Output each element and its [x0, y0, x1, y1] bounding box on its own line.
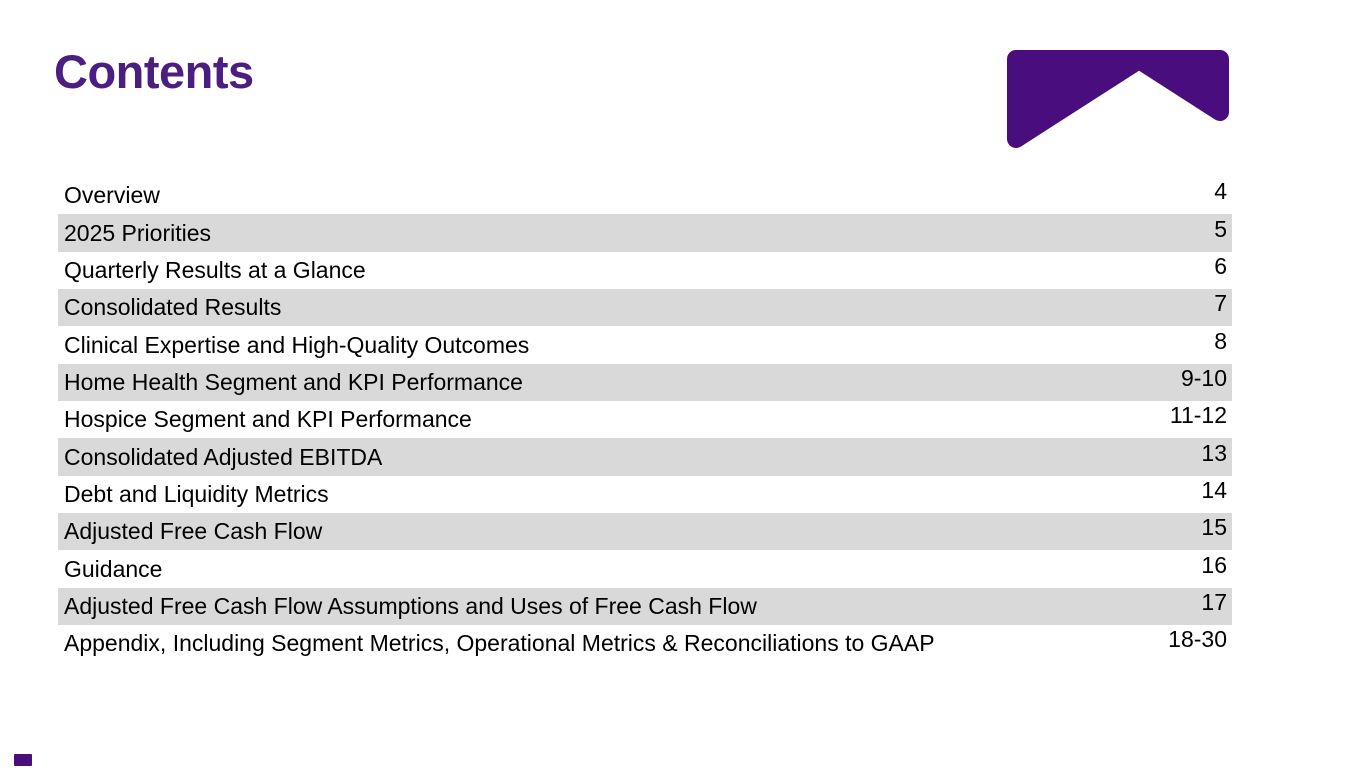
toc-row: Appendix, Including Segment Metrics, Ope… — [58, 625, 1232, 663]
toc-row: Debt and Liquidity Metrics 14 — [58, 475, 1232, 514]
toc-entry-page: 18-30 — [1168, 626, 1227, 653]
toc-entry-label: Consolidated Adjusted EBITDA — [64, 443, 383, 470]
toc-entry-page: 11-12 — [1169, 402, 1227, 429]
toc-entry-page: 8 — [1214, 327, 1227, 354]
toc-entry-label: Adjusted Free Cash Flow Assumptions and … — [64, 592, 757, 619]
toc-entry-page: 17 — [1201, 588, 1227, 615]
footer-accent-bar — [14, 754, 32, 766]
toc-entry-page: 4 — [1214, 178, 1227, 205]
toc-row: Hospice Segment and KPI Performance 11-1… — [58, 401, 1232, 439]
toc-entry-label: Consolidated Results — [64, 294, 282, 321]
toc-entry-label: Home Health Segment and KPI Performance — [64, 368, 523, 395]
toc-entry-page: 5 — [1214, 215, 1227, 242]
toc-row: Guidance 16 — [58, 550, 1232, 588]
toc-entry-label: Adjusted Free Cash Flow — [64, 518, 323, 545]
toc-row: Clinical Expertise and High-Quality Outc… — [58, 326, 1232, 364]
toc-entry-page: 15 — [1201, 514, 1227, 541]
toc-row: Consolidated Results 7 — [58, 289, 1232, 327]
toc-entry-label: Debt and Liquidity Metrics — [64, 480, 329, 507]
toc-entry-label: Clinical Expertise and High-Quality Outc… — [64, 331, 530, 358]
toc-row: Adjusted Free Cash Flow 15 — [58, 513, 1232, 551]
toc-entry-page: 9-10 — [1180, 364, 1227, 391]
toc-row: Quarterly Results at a Glance 6 — [58, 251, 1232, 290]
toc-row: Overview 4 — [58, 177, 1232, 215]
toc-list: Overview 4 2025 Priorities 5 Quarterly R… — [58, 177, 1232, 663]
toc-entry-label: Quarterly Results at a Glance — [64, 256, 366, 283]
toc-row: 2025 Priorities 5 — [58, 214, 1232, 252]
roof-logo-shape — [1007, 50, 1229, 148]
toc-entry-label: 2025 Priorities — [64, 219, 212, 246]
toc-row: Consolidated Adjusted EBITDA 13 — [58, 438, 1232, 476]
toc-entry-label: Hospice Segment and KPI Performance — [64, 406, 472, 433]
toc-entry-page: 14 — [1201, 476, 1227, 503]
toc-entry-page: 16 — [1201, 551, 1227, 578]
roof-logo-icon — [1007, 50, 1229, 148]
toc-entry-page: 6 — [1214, 252, 1227, 279]
toc-row: Home Health Segment and KPI Performance … — [58, 363, 1232, 402]
page-title: Contents — [54, 45, 254, 98]
toc-row: Adjusted Free Cash Flow Assumptions and … — [58, 587, 1232, 626]
toc-entry-label: Guidance — [64, 555, 163, 582]
toc-entry-label: Overview — [64, 182, 160, 209]
toc-entry-page: 7 — [1214, 290, 1227, 317]
toc-entry-page: 13 — [1201, 439, 1227, 466]
toc-entry-label: Appendix, Including Segment Metrics, Ope… — [64, 630, 935, 657]
